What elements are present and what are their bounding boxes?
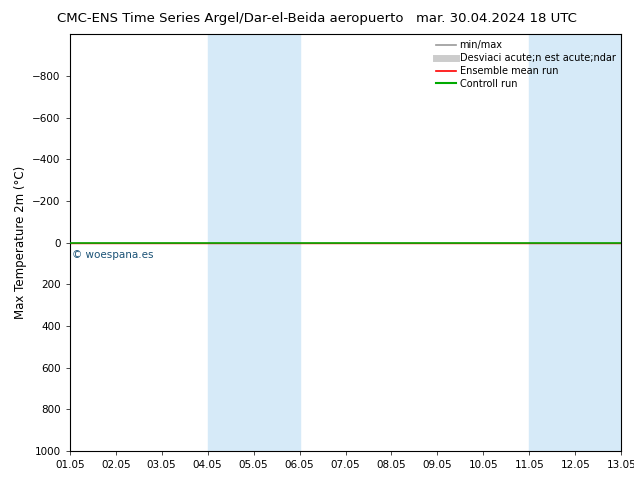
Bar xyxy=(529,34,621,451)
Text: CMC-ENS Time Series Argel/Dar-el-Beida aeropuerto: CMC-ENS Time Series Argel/Dar-el-Beida a… xyxy=(57,12,404,25)
Bar xyxy=(207,34,299,451)
Text: © woespana.es: © woespana.es xyxy=(72,250,153,260)
Y-axis label: Max Temperature 2m (°C): Max Temperature 2m (°C) xyxy=(14,166,27,319)
Text: mar. 30.04.2024 18 UTC: mar. 30.04.2024 18 UTC xyxy=(416,12,577,25)
Legend: min/max, Desviaci acute;n est acute;ndar, Ensemble mean run, Controll run: min/max, Desviaci acute;n est acute;ndar… xyxy=(432,36,619,93)
